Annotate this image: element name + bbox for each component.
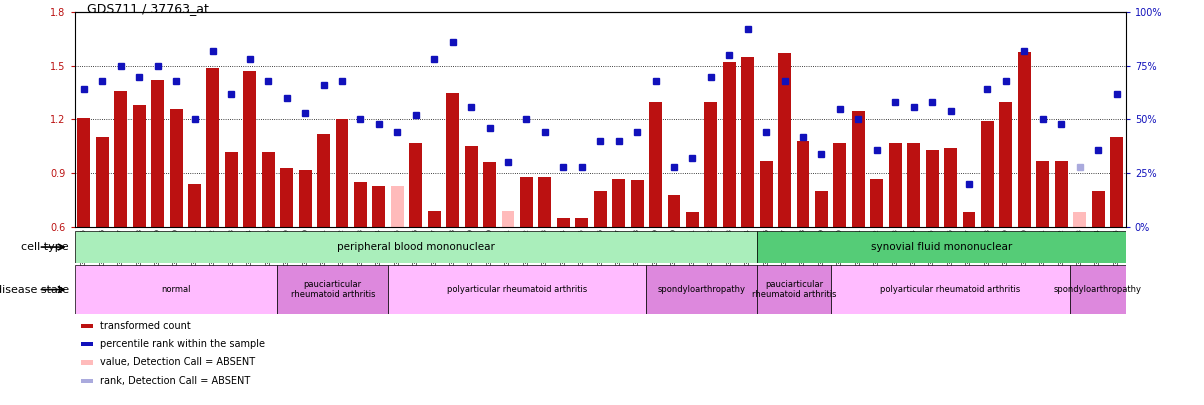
Bar [962,213,975,227]
Bar [132,105,146,227]
Bar [742,57,754,227]
Bar [686,213,698,227]
Bar [75,231,757,263]
Bar [831,265,1070,314]
Bar [649,102,662,227]
Bar [908,143,920,227]
Bar [225,152,238,227]
Bar [391,185,403,227]
Text: pauciarticular
rheumatoid arthritis: pauciarticular rheumatoid arthritis [290,280,376,299]
Bar [502,211,514,227]
Bar [170,109,183,227]
Bar [77,118,90,227]
Bar [409,143,423,227]
Bar [75,265,277,314]
Bar [760,161,773,227]
Bar [372,185,385,227]
Bar [1092,191,1104,227]
Bar [870,179,884,227]
Bar [757,265,831,314]
Bar [261,152,275,227]
Bar [778,53,791,227]
Bar [388,265,647,314]
Text: synovial fluid mononuclear: synovial fluid mononuclear [870,242,1013,252]
Bar [557,218,569,227]
Bar [483,162,496,227]
Bar [447,93,459,227]
Bar [427,211,441,227]
Bar [576,218,589,227]
Bar [999,102,1013,227]
Text: polyarticular rheumatoid arthritis: polyarticular rheumatoid arthritis [880,285,1021,294]
Bar [1073,213,1086,227]
Bar [317,134,330,227]
Bar [852,111,864,227]
Bar [631,180,643,227]
Bar [612,179,625,227]
Text: transformed count: transformed count [100,321,190,331]
Bar [889,143,902,227]
Text: GDS711 / 37763_at: GDS711 / 37763_at [87,2,208,15]
Text: cell type: cell type [20,242,69,252]
Text: peripheral blood mononuclear: peripheral blood mononuclear [337,242,495,252]
Text: spondyloarthropathy: spondyloarthropathy [1054,285,1143,294]
Bar [152,80,164,227]
Bar [757,231,1126,263]
Bar [647,265,757,314]
Text: rank, Detection Call = ABSENT: rank, Detection Call = ABSENT [100,376,250,386]
Text: polyarticular rheumatoid arthritis: polyarticular rheumatoid arthritis [447,285,588,294]
Bar [667,195,680,227]
Bar [944,148,957,227]
Bar [594,191,607,227]
Bar [1070,265,1126,314]
Bar [815,191,828,227]
Bar [465,146,478,227]
Bar [188,184,201,227]
Bar [299,170,312,227]
Bar [207,68,219,227]
Bar [336,119,348,227]
Bar [1037,161,1049,227]
Text: pauciarticular
rheumatoid arthritis: pauciarticular rheumatoid arthritis [751,280,836,299]
Bar [277,265,388,314]
Text: percentile rank within the sample: percentile rank within the sample [100,339,265,349]
Bar [797,141,809,227]
Bar [833,143,846,227]
Bar [281,168,293,227]
Text: normal: normal [161,285,190,294]
Bar [926,150,939,227]
Bar [243,71,256,227]
Text: disease state: disease state [0,285,69,294]
Bar [520,177,533,227]
Bar [1110,137,1123,227]
Bar [704,102,718,227]
Bar [1017,51,1031,227]
Bar [981,121,993,227]
Bar [538,177,551,227]
Bar [1055,161,1068,227]
Bar [722,62,736,227]
Bar [354,182,367,227]
Text: value, Detection Call = ABSENT: value, Detection Call = ABSENT [100,358,255,367]
Bar [96,137,108,227]
Bar [114,91,128,227]
Text: spondyloarthropathy: spondyloarthropathy [657,285,745,294]
